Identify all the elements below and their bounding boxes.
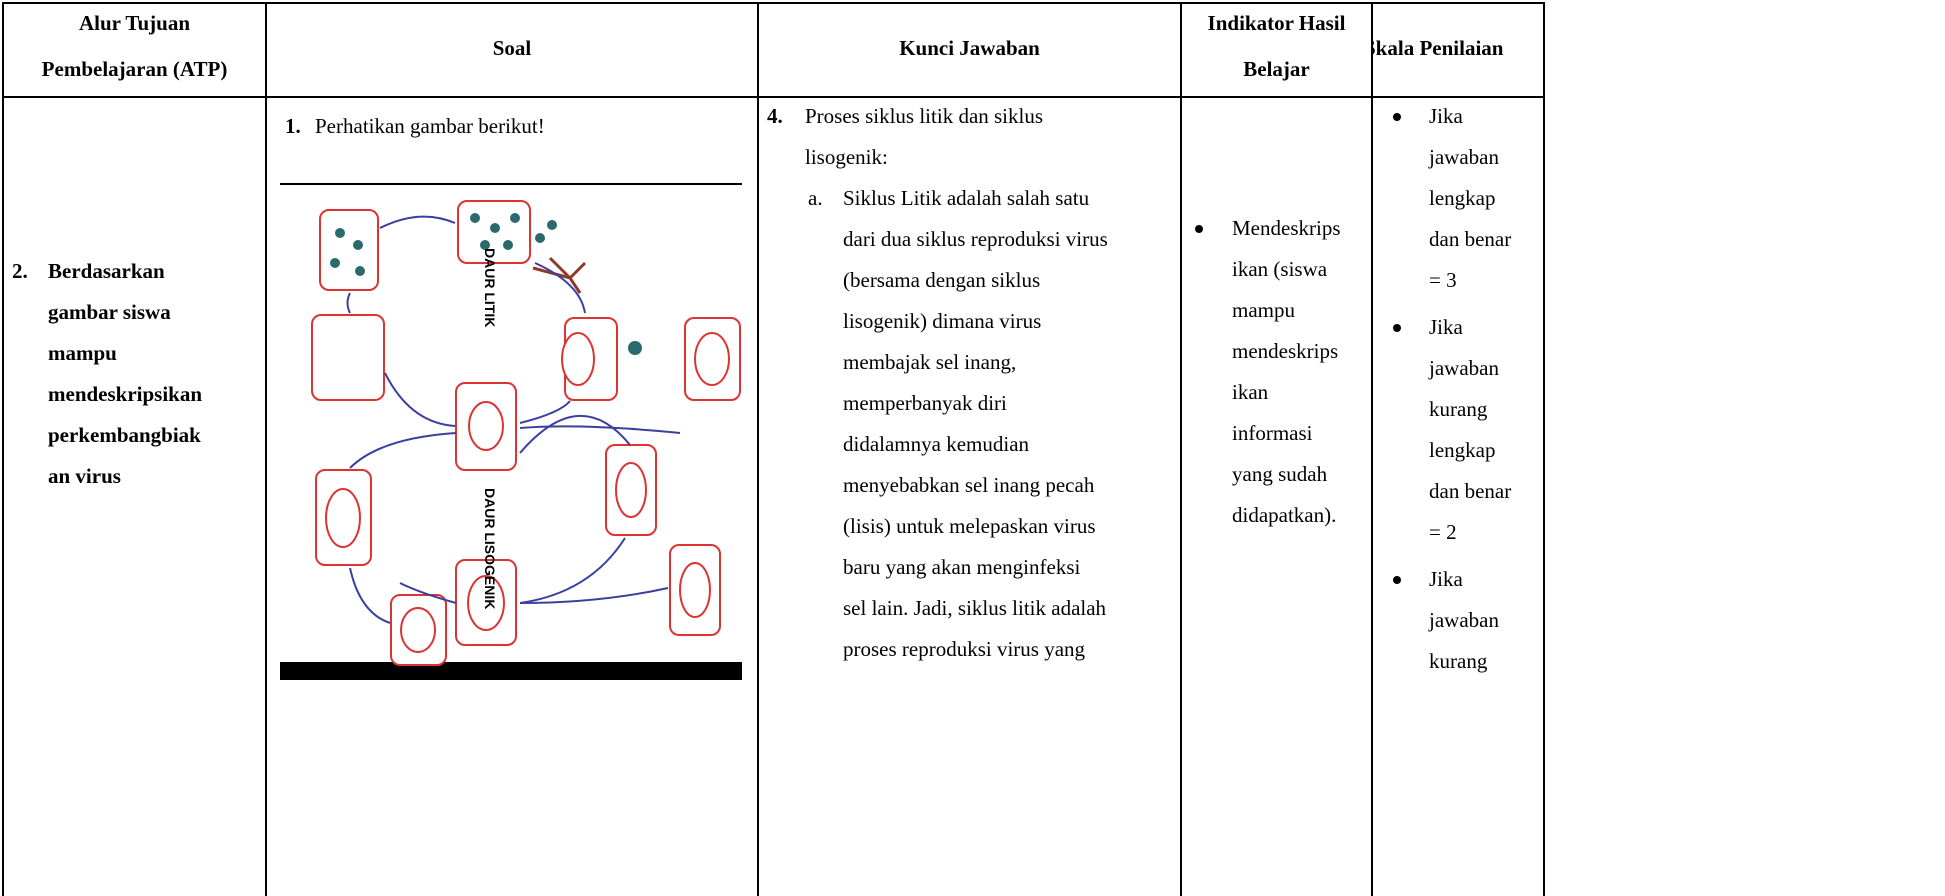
kunci-cell: 4. Proses siklus litik dan siklus lisogen… — [759, 96, 1180, 896]
skala-cell: Jika jawaban lengkap dan benar = 3 Jika jawaba… — [1373, 96, 1543, 896]
score-item: Jika jawaban kurang — [1373, 559, 1543, 682]
answer-text: lisogenik) dimana virus — [843, 309, 1042, 333]
answer-text: proses reproduksi virus yang — [843, 637, 1086, 661]
list-number: 1. — [285, 114, 301, 138]
answer-text: Siklus Litik adalah salah satu — [843, 186, 1090, 210]
answer-text: Proses siklus litik dan siklus — [805, 104, 1044, 128]
list-marker: a. — [808, 186, 823, 210]
answer-text: (lisis) untuk melepaskan virus — [843, 514, 1096, 538]
score-text: jawaban — [1429, 608, 1499, 632]
answer-text: dari dua siklus reproduksi virus — [843, 227, 1108, 251]
atp-text: gambar siswa — [48, 300, 171, 324]
figure: DAUR LITIK DAUR LISOGENIK — [280, 183, 742, 680]
header-text: Skala Penilaian — [1373, 36, 1504, 60]
indicator-text: didapatkan). — [1232, 503, 1337, 527]
header-cell: Alur Tujuan Pembelajaran (ATP) — [4, 0, 265, 96]
score-text: Jika — [1429, 567, 1463, 591]
list-number: 4. — [767, 104, 783, 128]
question-text: Perhatikan gambar berikut! — [315, 114, 545, 138]
score-text: kurang — [1429, 649, 1488, 673]
indicator-text: Mendeskrips — [1232, 216, 1341, 240]
atp-text: perkembangbiak — [48, 423, 201, 447]
indicator-text: ikan — [1232, 380, 1269, 404]
rule — [757, 2, 759, 896]
rule — [2, 2, 4, 896]
indicator-text: ikan (siswa — [1232, 257, 1328, 281]
header-cell: Kunci Jawaban — [759, 25, 1180, 75]
atp-text: mampu — [48, 341, 117, 365]
rule — [1543, 2, 1545, 896]
score-text: lengkap — [1429, 186, 1496, 210]
indicator-text: informasi — [1232, 421, 1313, 445]
rule — [2, 96, 1545, 98]
score-item: Jika jawaban kurang lengkap dan benar = 2 — [1373, 307, 1543, 553]
answer-text: didalamnya kemudian — [843, 432, 1030, 456]
rule — [1180, 2, 1182, 896]
score-text: lengkap — [1429, 438, 1496, 462]
header-cell: Indikator Hasil Belajar — [1182, 0, 1371, 96]
header-cell: Soal — [267, 25, 757, 75]
answer-text: memperbanyak diri — [843, 391, 1007, 415]
soal-cell: 1. Perhatikan gambar berikut! — [267, 104, 757, 896]
answer-text: (bersama dengan siklus — [843, 268, 1041, 292]
header-text: Kunci Jawaban — [899, 36, 1040, 60]
list-number: 2. — [12, 259, 28, 283]
score-text: dan benar — [1429, 227, 1512, 251]
header-text: Belajar — [1243, 57, 1310, 81]
score-text: jawaban — [1429, 356, 1499, 380]
atp-cell: 2. Berdasarkan gambar siswa mampu mendeskri… — [12, 251, 265, 511]
atp-text: Berdasarkan — [48, 259, 165, 283]
score-text: kurang — [1429, 397, 1488, 421]
score-text: Jika — [1429, 104, 1463, 128]
answer-text: baru yang akan menginfeksi — [843, 555, 1081, 579]
score-text: = 2 — [1429, 520, 1457, 544]
answer-text: menyebabkan sel inang pecah — [843, 473, 1095, 497]
score-text: Jika — [1429, 315, 1463, 339]
indikator-cell: Mendeskrips ikan (siswa mampu mendeskrips ik… — [1182, 208, 1371, 558]
header-text: Indikator Hasil — [1207, 11, 1346, 35]
header-text: Soal — [492, 36, 532, 60]
score-text: = 3 — [1429, 268, 1457, 292]
header-cell: Skala Penilaian — [1373, 25, 1543, 75]
indicator-text: mendeskrips — [1232, 339, 1339, 363]
rule — [2, 2, 1545, 4]
answer-text: lisogenik: — [805, 145, 888, 169]
score-text: dan benar — [1429, 479, 1512, 503]
answer-text: sel lain. Jadi, siklus litik adalah — [843, 596, 1107, 620]
atp-text: an virus — [48, 464, 121, 488]
figure-label: DAUR LISOGENIK — [482, 488, 498, 609]
figure-label: DAUR LITIK — [482, 248, 498, 327]
score-item: Jika jawaban lengkap dan benar = 3 — [1373, 96, 1543, 301]
indicator-text: yang sudah — [1232, 462, 1328, 486]
atp-text: mendeskripsikan — [48, 382, 203, 406]
header-text: Pembelajaran (ATP) — [41, 57, 228, 81]
rule — [1371, 2, 1373, 896]
header-text: Alur Tujuan — [78, 11, 191, 35]
score-text: jawaban — [1429, 145, 1499, 169]
answer-text: membajak sel inang, — [843, 350, 1017, 374]
indicator-text: mampu — [1232, 298, 1295, 322]
rule — [265, 2, 267, 896]
